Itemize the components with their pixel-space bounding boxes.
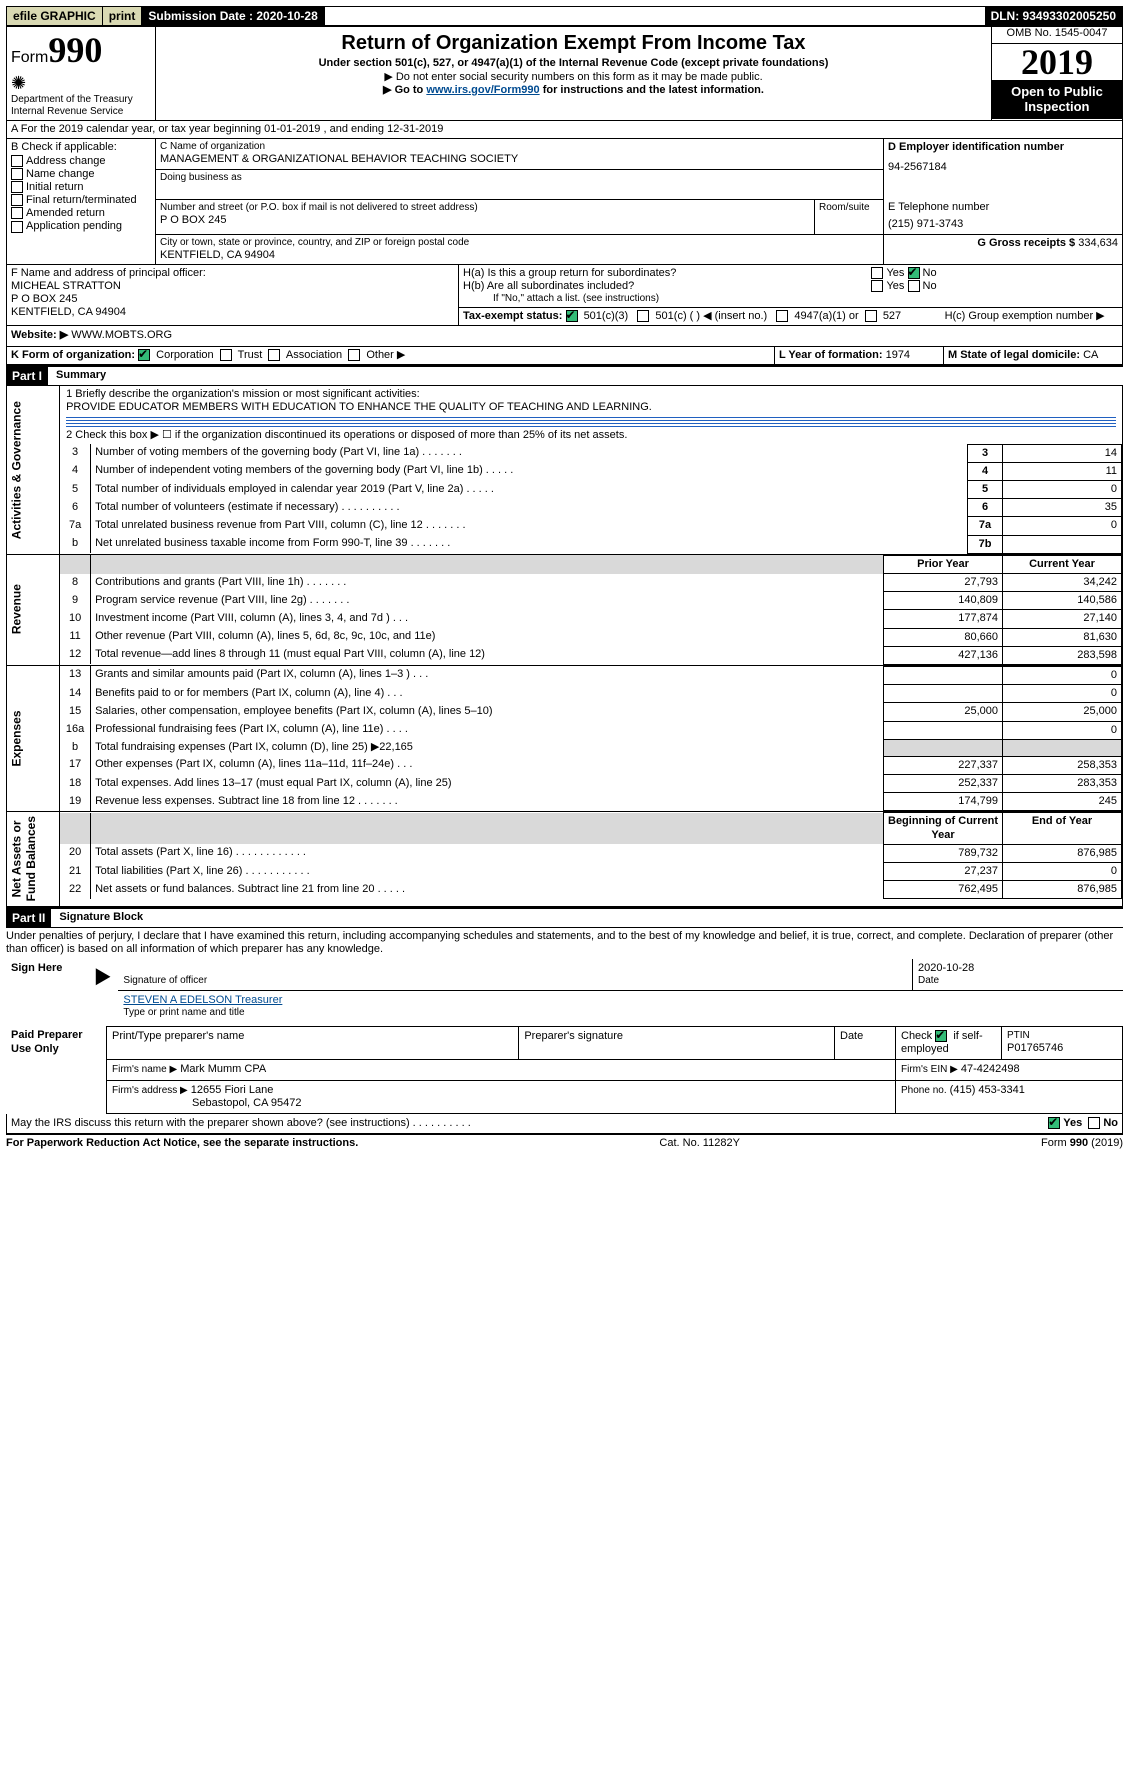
chk-address: Address change xyxy=(11,155,151,168)
signature-table: Sign Here ⯈ Signature of officer 2020-10… xyxy=(6,959,1123,1022)
c-name-label: C Name of organization xyxy=(160,141,879,153)
chk-final: Final return/terminated xyxy=(11,194,151,207)
firm-ein: 47-4242498 xyxy=(961,1063,1020,1075)
instructions-link[interactable]: www.irs.gov/Form990 xyxy=(426,84,539,96)
chk-initial: Initial return xyxy=(11,181,151,194)
line-1-value: PROVIDE EDUCATOR MEMBERS WITH EDUCATION … xyxy=(66,401,1116,414)
chk-amended: Amended return xyxy=(11,207,151,220)
firm-addr2: Sebastopol, CA 95472 xyxy=(112,1097,890,1110)
discuss-yes[interactable] xyxy=(1048,1117,1060,1129)
form-title: Return of Organization Exempt From Incom… xyxy=(160,31,987,55)
officer-addr2: KENTFIELD, CA 94904 xyxy=(11,306,454,319)
website-value: WWW.MOBTS.ORG xyxy=(71,329,172,341)
chk-pending: Application pending xyxy=(11,220,151,233)
firm-addr1: 12655 Fiori Lane xyxy=(191,1084,274,1096)
signer-name: STEVEN A EDELSON Treasurer xyxy=(123,994,1118,1007)
ha-label: H(a) Is this a group return for subordin… xyxy=(463,267,676,279)
line-2: 2 Check this box ▶ ☐ if the organization… xyxy=(66,429,1116,442)
header-info-block-2: F Name and address of principal officer:… xyxy=(6,265,1123,327)
d-ein-label: D Employer identification number xyxy=(888,141,1118,154)
sign-here: Sign Here xyxy=(6,959,86,1022)
preparer-table: Paid Preparer Use Only Print/Type prepar… xyxy=(6,1026,1123,1114)
addr-label: Number and street (or P.O. box if mail i… xyxy=(160,202,810,214)
vlabel-na: Net Assets or Fund Balances xyxy=(7,812,60,906)
chk-corp[interactable] xyxy=(138,349,150,361)
form-header: Form990 ✺ Department of the Treasury Int… xyxy=(6,26,1123,121)
firm-name: Mark Mumm CPA xyxy=(180,1063,266,1075)
page-footer: For Paperwork Reduction Act Notice, see … xyxy=(6,1134,1123,1150)
ha-no[interactable] xyxy=(908,267,920,279)
dept-label: Department of the Treasury Internal Reve… xyxy=(11,94,151,118)
room-label: Room/suite xyxy=(815,199,884,234)
print-button[interactable]: print xyxy=(103,7,143,25)
form-990: 990 xyxy=(48,30,102,70)
f-officer-label: F Name and address of principal officer: xyxy=(11,267,454,280)
section-a: A For the 2019 calendar year, or tax yea… xyxy=(6,121,1123,139)
chk-self-employed[interactable] xyxy=(935,1030,947,1042)
part-1-body: Activities & Governance 1 Briefly descri… xyxy=(6,386,1123,907)
section-j: Website: ▶ WWW.MOBTS.ORG xyxy=(6,326,1123,346)
ptin: P01765746 xyxy=(1007,1042,1117,1055)
top-toolbar: efile GRAPHIC print Submission Date : 20… xyxy=(6,6,1123,26)
j-label: Website: ▶ xyxy=(11,329,68,341)
tax-year: 2019 xyxy=(992,44,1122,80)
chk-name: Name change xyxy=(11,168,151,181)
chk-501c3[interactable] xyxy=(566,310,578,322)
subtitle-2: ▶ Do not enter social security numbers o… xyxy=(160,71,987,84)
hc-label: H(c) Group exemption number ▶ xyxy=(941,308,1123,326)
hb-label: H(b) Are all subordinates included? xyxy=(463,280,634,292)
dba-label: Doing business as xyxy=(160,172,879,184)
declaration: Under penalties of perjury, I declare th… xyxy=(6,928,1123,958)
part-2-header: Part IISignature Block xyxy=(6,907,1123,928)
i-label: Tax-exempt status: xyxy=(463,310,562,322)
submission-date: Submission Date : 2020-10-28 xyxy=(142,7,324,25)
city-value: KENTFIELD, CA 94904 xyxy=(160,249,879,262)
officer-addr1: P O BOX 245 xyxy=(11,293,454,306)
vlabel-ag: Activities & Governance xyxy=(7,386,60,554)
street-address: P O BOX 245 xyxy=(160,214,810,227)
part-1-header: Part ISummary xyxy=(6,365,1123,386)
city-label: City or town, state or province, country… xyxy=(160,237,879,249)
section-b-label: B Check if applicable: xyxy=(11,141,151,154)
open-public: Open to Public Inspection xyxy=(992,80,1122,119)
state-domicile: CA xyxy=(1083,349,1098,361)
ein-value: 94-2567184 xyxy=(888,161,1118,174)
sign-date: 2020-10-28 xyxy=(918,962,1118,975)
dln-label: DLN: 93493302005250 xyxy=(985,7,1122,25)
line-1-label: 1 Briefly describe the organization's mi… xyxy=(66,388,1116,401)
efile-label: efile GRAPHIC xyxy=(7,7,103,25)
org-name: MANAGEMENT & ORGANIZATIONAL BEHAVIOR TEA… xyxy=(160,153,879,166)
officer-name: MICHEAL STRATTON xyxy=(11,280,454,293)
arrow-icon: ⯈ xyxy=(86,959,118,1022)
discuss-row: May the IRS discuss this return with the… xyxy=(6,1114,1123,1134)
vlabel-exp: Expenses xyxy=(7,665,60,812)
form-label: Form xyxy=(11,49,48,66)
firm-phone: (415) 453-3341 xyxy=(950,1084,1025,1096)
paid-preparer-label: Paid Preparer Use Only xyxy=(6,1026,107,1113)
e-phone-label: E Telephone number xyxy=(888,201,1118,214)
subtitle-1: Under section 501(c), 527, or 4947(a)(1)… xyxy=(319,57,829,69)
header-info-block: B Check if applicable: Address change Na… xyxy=(6,139,1123,264)
phone-value: (215) 971-3743 xyxy=(888,218,1118,231)
k-label: K Form of organization: xyxy=(11,349,135,361)
vlabel-rev: Revenue xyxy=(7,554,60,665)
year-formation: 1974 xyxy=(886,349,910,361)
hb-note: If "No," attach a list. (see instruction… xyxy=(463,293,937,305)
gross-receipts: 334,634 xyxy=(1078,237,1118,249)
